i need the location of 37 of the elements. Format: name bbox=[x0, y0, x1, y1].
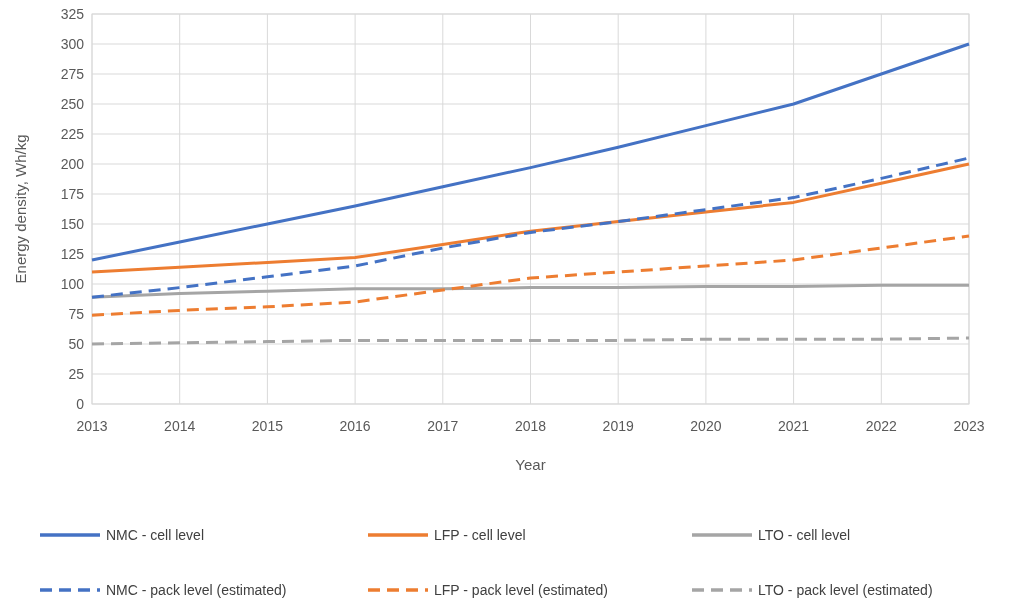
x-tick-label: 2022 bbox=[865, 418, 898, 434]
line-series bbox=[90, 234, 971, 317]
x-tick-label: 2023 bbox=[953, 418, 985, 434]
x-tick-label: 2021 bbox=[778, 418, 810, 434]
x-tick-label: 2013 bbox=[76, 418, 108, 434]
legend-label: LTO - cell level bbox=[758, 526, 851, 543]
y-tick-label: 175 bbox=[60, 185, 85, 202]
legend-label: LFP - cell level bbox=[434, 526, 526, 543]
y-tick-label: 50 bbox=[68, 335, 85, 352]
x-tick-label: 2017 bbox=[427, 418, 459, 434]
y-axis-title: Energy density, Wh/kg bbox=[12, 134, 29, 284]
y-tick-label: 100 bbox=[60, 275, 85, 292]
y-tick-label: 250 bbox=[60, 95, 85, 112]
x-tick-label: 2015 bbox=[251, 418, 284, 434]
y-tick-label: 25 bbox=[68, 365, 85, 382]
y-tick-label: 275 bbox=[60, 65, 85, 82]
x-axis-title: Year bbox=[515, 456, 546, 473]
y-tick-label: 225 bbox=[60, 125, 85, 142]
x-tick-label: 2020 bbox=[690, 418, 722, 434]
y-tick-label: 200 bbox=[60, 155, 85, 172]
y-tick-label: 75 bbox=[68, 305, 85, 322]
line-series bbox=[90, 162, 971, 274]
x-tick-label: 2014 bbox=[164, 418, 196, 434]
x-tick-label: 2019 bbox=[602, 418, 634, 434]
y-tick-label: 0 bbox=[76, 395, 85, 412]
x-tick-label: 2016 bbox=[339, 418, 371, 434]
y-tick-label: 325 bbox=[60, 5, 85, 22]
line-series bbox=[90, 42, 971, 262]
legend-label: LFP - pack level (estimated) bbox=[434, 581, 609, 598]
line-series bbox=[90, 336, 971, 346]
y-tick-label: 300 bbox=[60, 35, 85, 52]
x-tick-label: 2018 bbox=[514, 418, 547, 434]
y-tick-label: 150 bbox=[60, 215, 85, 232]
legend-label: LTO - pack level (estimated) bbox=[758, 581, 933, 598]
legend-label: NMC - cell level bbox=[106, 526, 205, 543]
y-tick-label: 125 bbox=[60, 245, 85, 262]
legend-label: NMC - pack level (estimated) bbox=[106, 581, 287, 598]
